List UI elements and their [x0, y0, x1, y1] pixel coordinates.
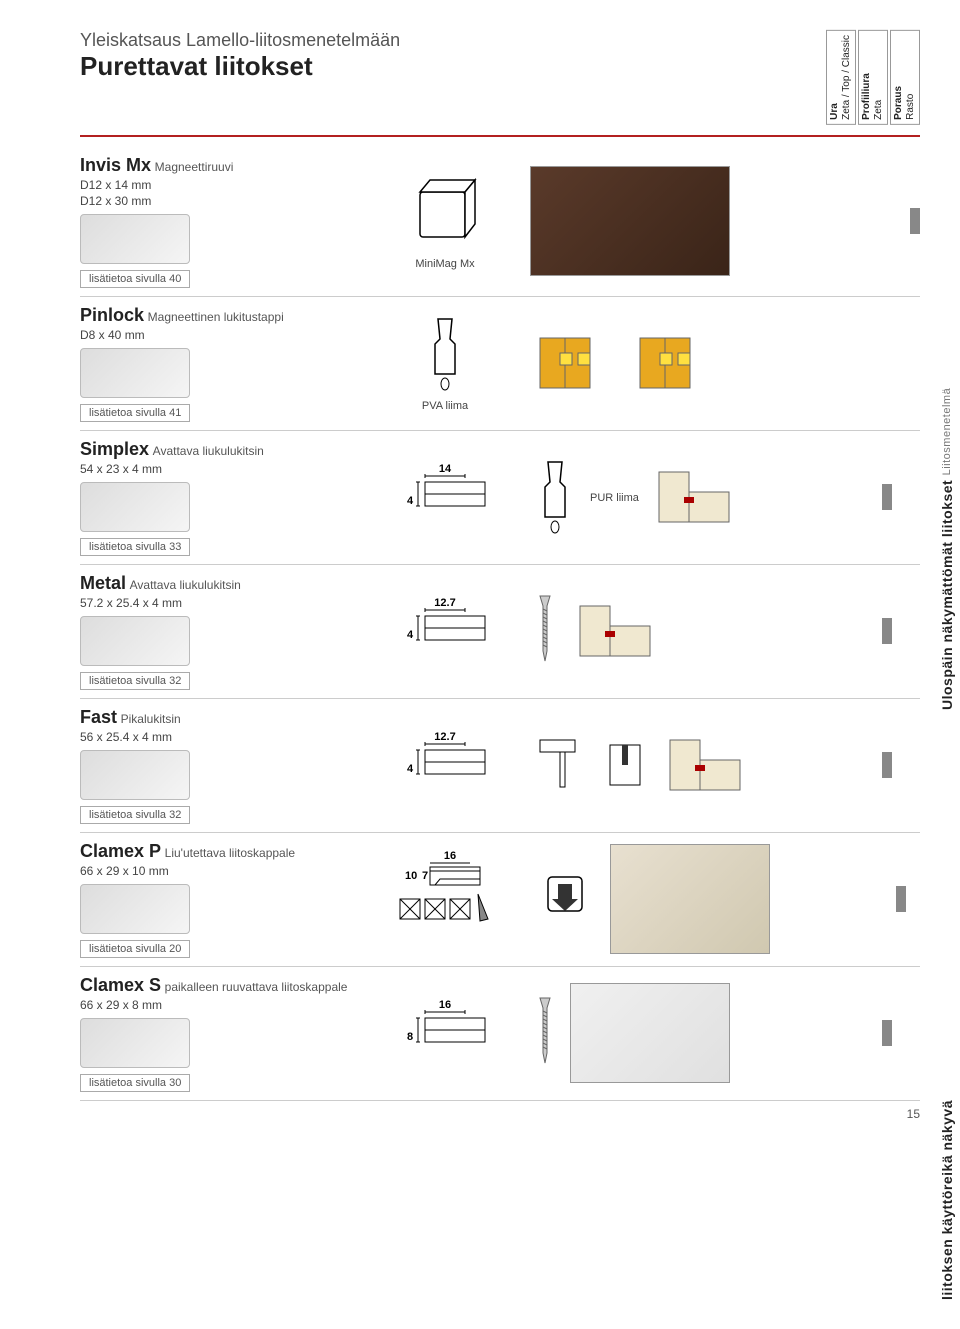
svg-text:14: 14	[439, 463, 452, 475]
product-name: Fast	[80, 707, 117, 727]
product-size: D12 x 14 mm	[80, 178, 360, 192]
svg-text:8: 8	[407, 1031, 413, 1043]
mid-caption: PVA liima	[422, 400, 468, 412]
info-tag: lisätietoa sivulla 20	[80, 940, 190, 958]
page-number: 15	[907, 1107, 920, 1121]
product-image	[80, 1018, 190, 1068]
page-subtitle: Yleiskatsaus Lamello-liitosmenetelmään	[80, 30, 400, 51]
photo-placeholder	[570, 983, 730, 1083]
svg-text:7: 7	[422, 870, 428, 882]
profile-icon: 12.7 4	[390, 730, 500, 800]
glue-caption: PUR liima	[590, 492, 639, 504]
svg-text:16: 16	[439, 999, 451, 1011]
arrow-down-icon	[530, 869, 600, 929]
info-tag: lisätietoa sivulla 32	[80, 672, 190, 690]
svg-text:4: 4	[407, 763, 414, 775]
product-image	[80, 750, 190, 800]
hammer-icon	[530, 730, 590, 800]
method-mark	[910, 208, 920, 234]
product-size: 56 x 25.4 x 4 mm	[80, 730, 360, 744]
product-name: Metal	[80, 573, 126, 593]
side-label-invisible: Ulospäin näkymättömät liitokset Liitosme…	[939, 310, 955, 710]
screw-icon	[530, 591, 560, 671]
screw-icon	[530, 993, 560, 1073]
slot-icon	[600, 735, 650, 795]
photo-placeholder	[610, 844, 770, 954]
profile-icon: 16 8	[390, 998, 500, 1068]
joint-diagram-icon	[570, 596, 660, 666]
product-row: Fast Pikalukitsin 56 x 25.4 x 4 mm lisät…	[80, 699, 920, 833]
info-tag: lisätietoa sivulla 33	[80, 538, 190, 556]
product-name: Pinlock	[80, 305, 144, 325]
product-row: Clamex P Liu'utettava liitoskappale 66 x…	[80, 833, 920, 967]
column-headers: UraZeta / Top / Classic ProfiiliuraZeta …	[826, 30, 920, 125]
product-name: Simplex	[80, 439, 149, 459]
info-tag: lisätietoa sivulla 41	[80, 404, 190, 422]
product-desc: Magneettiruuvi	[155, 160, 234, 174]
wood-joint-icon	[530, 328, 620, 398]
svg-text:10: 10	[405, 870, 417, 882]
method-mark	[896, 886, 906, 912]
glue-icon	[530, 457, 580, 537]
product-row: Pinlock Magneettinen lukitustappi D8 x 4…	[80, 297, 920, 431]
clamex-icon: 16 10 7	[380, 849, 510, 949]
profile-icon: 14 4	[390, 462, 500, 532]
mid-caption: MiniMag Mx	[415, 258, 474, 270]
product-row: Clamex S paikalleen ruuvattava liitoskap…	[80, 967, 920, 1101]
profile-icon: 12.7 4	[390, 596, 500, 666]
product-name: Invis Mx	[80, 155, 151, 175]
product-desc: Avattava liukulukitsin	[130, 578, 241, 592]
wood-joint-icon	[630, 328, 720, 398]
product-desc: Liu'utettava liitoskappale	[165, 846, 295, 860]
product-image	[80, 214, 190, 264]
product-row: Simplex Avattava liukulukitsin 54 x 23 x…	[80, 431, 920, 565]
info-tag: lisätietoa sivulla 32	[80, 806, 190, 824]
product-row: Invis Mx Magneettiruuvi D12 x 14 mm D12 x…	[80, 147, 920, 297]
product-size: 66 x 29 x 10 mm	[80, 864, 360, 878]
product-name: Clamex P	[80, 841, 161, 861]
product-name: Clamex S	[80, 975, 161, 995]
method-mark	[882, 752, 892, 778]
product-image	[80, 884, 190, 934]
product-size: 54 x 23 x 4 mm	[80, 462, 360, 476]
product-desc: Pikalukitsin	[121, 712, 181, 726]
side-label-visible: liitoksen käyttöreikä näkyvä	[939, 1030, 955, 1300]
svg-text:12.7: 12.7	[434, 731, 455, 743]
svg-text:4: 4	[407, 495, 414, 507]
svg-text:4: 4	[407, 629, 414, 641]
red-divider	[80, 135, 920, 137]
glue-icon	[420, 314, 470, 394]
info-tag: lisätietoa sivulla 30	[80, 1074, 190, 1092]
product-image	[80, 482, 190, 532]
svg-text:12.7: 12.7	[434, 597, 455, 609]
product-image	[80, 348, 190, 398]
joint-diagram-icon	[649, 462, 739, 532]
product-size: 66 x 29 x 8 mm	[80, 998, 360, 1012]
method-mark	[882, 484, 892, 510]
method-mark	[882, 1020, 892, 1046]
svg-text:16: 16	[444, 850, 456, 862]
product-size: D8 x 40 mm	[80, 328, 360, 342]
product-row: Metal Avattava liukulukitsin 57.2 x 25.4…	[80, 565, 920, 699]
cube-icon	[405, 172, 485, 252]
method-mark	[882, 618, 892, 644]
product-desc: paikalleen ruuvattava liitoskappale	[165, 980, 348, 994]
product-desc: Magneettinen lukitustappi	[148, 310, 284, 324]
product-size: D12 x 30 mm	[80, 194, 360, 208]
product-image	[80, 616, 190, 666]
joint-diagram-icon	[660, 730, 750, 800]
page-title: Purettavat liitokset	[80, 51, 400, 82]
product-desc: Avattava liukulukitsin	[153, 444, 264, 458]
photo-placeholder	[530, 166, 730, 276]
product-size: 57.2 x 25.4 x 4 mm	[80, 596, 360, 610]
info-tag: lisätietoa sivulla 40	[80, 270, 190, 288]
